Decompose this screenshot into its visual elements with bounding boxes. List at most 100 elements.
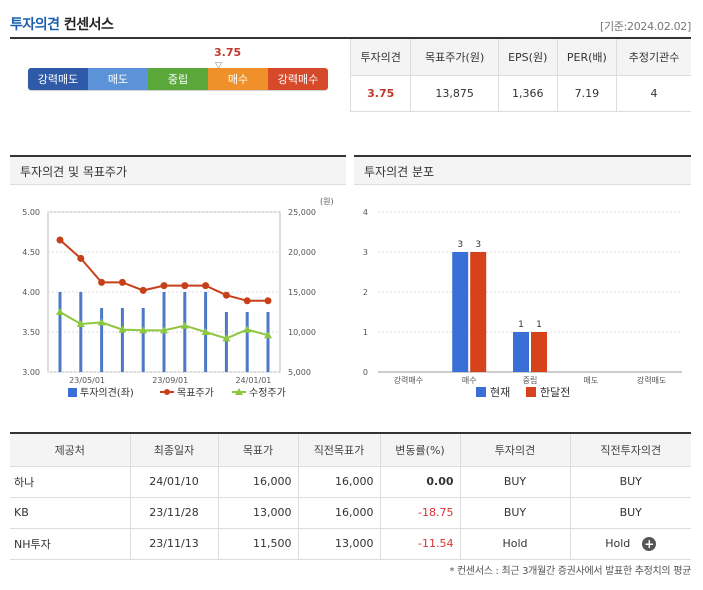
y-right-tick: 5,000 xyxy=(288,368,311,377)
bar-value-label: 3 xyxy=(475,240,481,250)
col-header: 직전투자의견 xyxy=(569,433,691,467)
y-right-tick: 10,000 xyxy=(288,328,316,337)
opinion-bar xyxy=(245,312,249,372)
target-price-point xyxy=(77,254,85,262)
opinion-bar xyxy=(100,308,104,372)
footnote: * 컨센서스 : 최근 3개월간 증권사에서 발표한 추정치의 평균 xyxy=(449,566,691,577)
header-divider xyxy=(10,37,691,39)
cons-header: EPS(원) xyxy=(497,39,558,76)
x-tick: 강력매도 xyxy=(637,375,666,385)
cell-change: -11.54 xyxy=(379,528,460,560)
dist-bar xyxy=(531,332,547,372)
y-tick: 4 xyxy=(363,208,368,217)
target-price-point xyxy=(139,286,147,294)
opinion-bar xyxy=(224,312,228,372)
x-tick: 매도 xyxy=(583,376,598,385)
col-header: 제공처 xyxy=(10,433,130,467)
cell-broker: NH투자 xyxy=(10,528,130,560)
y-tick: 0 xyxy=(363,368,368,377)
x-tick: 매수 xyxy=(462,376,477,385)
target-price-point xyxy=(98,278,106,286)
cell-date: 23/11/13 xyxy=(129,528,218,560)
cons-eps: 1,366 xyxy=(497,75,558,112)
x-tick: 강력매수 xyxy=(394,375,423,385)
cons-header: 목표주가(원) xyxy=(410,39,499,76)
cell-prev-target: 13,000 xyxy=(297,528,380,560)
marker-triangle-icon: ▽ xyxy=(215,61,222,71)
cell-prev-opinion: BUY xyxy=(569,497,691,529)
scale-neutral: 중립 xyxy=(148,68,208,90)
target-price-point xyxy=(118,278,126,286)
adj-price-point xyxy=(139,326,148,334)
right-panel-header: 투자의견 분포 xyxy=(354,155,691,185)
cons-count: 4 xyxy=(616,75,691,112)
legend-swatch xyxy=(235,388,243,395)
legend-label: 목표주가 xyxy=(177,387,214,399)
page-title: 투자의견 컨센서스 xyxy=(10,14,114,34)
legend-swatch xyxy=(164,389,170,395)
x-tick: 중립 xyxy=(523,376,538,385)
opinion-bar xyxy=(266,312,270,372)
y-right-tick: 20,000 xyxy=(288,248,316,257)
title-sub: 컨센서스 xyxy=(63,17,114,33)
cell-prev-opinion: BUY xyxy=(569,466,691,498)
scale-buy: 매수 xyxy=(208,68,268,90)
opinion-price-chart: 5.00 4.50 4.00 3.50 3.00 25,000 20,000 15,000 10… xyxy=(22,197,334,399)
target-price-point xyxy=(243,297,251,305)
legend-swatch xyxy=(68,388,77,397)
scale-sell: 매도 xyxy=(88,68,148,90)
cell-prev-opinion: Hold + xyxy=(569,528,691,560)
y-right-tick: 25,000 xyxy=(288,208,316,217)
adj-price-point xyxy=(97,318,106,326)
adj-price-point xyxy=(222,334,231,342)
cell-prev-target: 16,000 xyxy=(297,466,380,498)
adj-price-point xyxy=(160,326,168,334)
y-tick: 2 xyxy=(363,288,368,297)
bar-value-label: 1 xyxy=(518,320,524,330)
cell-opinion: BUY xyxy=(459,497,570,529)
cell-target: 13,000 xyxy=(217,497,298,529)
dist-bar xyxy=(513,332,529,372)
y-right-unit: (원) xyxy=(320,197,334,206)
legend-label: 투자의견(좌) xyxy=(80,387,134,399)
cell-date: 23/11/28 xyxy=(129,497,218,529)
y-tick: 1 xyxy=(363,328,368,337)
col-header: 투자의견 xyxy=(459,433,570,467)
consensus-table: 투자의견 목표주가(원) EPS(원) PER(배) 추정기관수 3.75 13… xyxy=(349,39,691,112)
cons-header: PER(배) xyxy=(556,39,617,76)
col-header: 직전목표가 xyxy=(297,433,380,467)
opinion-scale-bar: 강력매도 매도 중립 매수 강력매수 xyxy=(28,68,328,90)
broker-table: 제공처 최종일자 목표가 직전목표가 변동률(%) 투자의견 직전투자의견 하나… xyxy=(10,432,691,560)
y-left-tick: 3.50 xyxy=(22,328,40,337)
cell-opinion: BUY xyxy=(459,466,570,498)
y-right-tick: 15,000 xyxy=(288,288,316,297)
cell-broker: 하나 xyxy=(10,466,130,498)
title-main: 투자의견 xyxy=(10,17,60,33)
target-price-point xyxy=(56,236,64,244)
x-tick: 24/01/01 xyxy=(235,376,271,385)
cons-header: 추정기관수 xyxy=(616,39,691,76)
col-header: 최종일자 xyxy=(129,433,218,467)
opinion-bar xyxy=(183,292,187,372)
base-date: [기준:2024.02.02] xyxy=(599,20,691,33)
opinion-value-marker: 3.75 xyxy=(214,46,242,59)
dist-bar xyxy=(470,252,487,372)
cell-broker: KB xyxy=(10,497,130,529)
legend-label: 수정주가 xyxy=(249,387,286,399)
adj-price-point xyxy=(76,320,85,327)
cell-date: 24/01/10 xyxy=(129,466,218,498)
target-price-point xyxy=(202,282,210,290)
plus-icon[interactable]: + xyxy=(642,536,657,551)
y-left-tick: 5.00 xyxy=(22,208,40,217)
legend-label: 현재 xyxy=(490,386,510,399)
adj-price-point xyxy=(118,325,127,333)
opinion-bar xyxy=(79,292,83,372)
col-header: 목표가 xyxy=(217,433,298,467)
target-price-point xyxy=(160,282,168,290)
opinion-bar xyxy=(120,308,124,372)
table-row: KB 23/11/28 13,000 16,000 -18.75 BUY BUY xyxy=(10,497,691,529)
cons-per: 7.19 xyxy=(556,75,617,112)
bar-value-label: 1 xyxy=(536,320,542,330)
legend-swatch xyxy=(476,387,486,397)
